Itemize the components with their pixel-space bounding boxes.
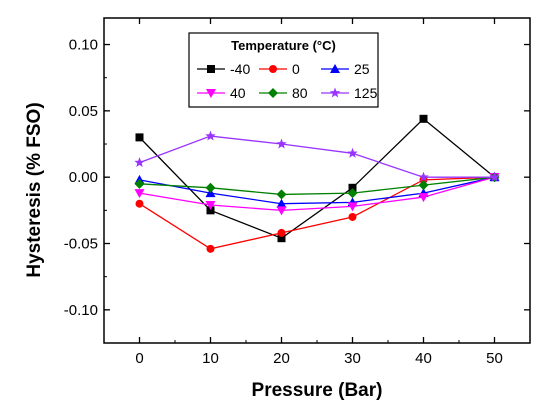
series-line xyxy=(139,117,495,239)
data-point xyxy=(205,130,216,141)
x-tick-label: 10 xyxy=(202,350,219,367)
legend-entry-25: 25 xyxy=(321,61,370,77)
series-40 xyxy=(134,173,500,216)
data-point xyxy=(206,244,215,253)
legend-label: 0 xyxy=(292,61,300,77)
y-tick-label: 0.10 xyxy=(69,37,98,54)
legend-swatch-marker xyxy=(268,88,278,98)
data-point xyxy=(276,189,287,200)
legend-entry-0: 0 xyxy=(259,61,300,77)
legend-swatch-marker xyxy=(206,89,216,98)
legend-swatch-marker xyxy=(207,65,215,73)
x-tick-label: 30 xyxy=(344,350,361,367)
data-point xyxy=(135,199,144,208)
data-point xyxy=(206,206,215,215)
data-point xyxy=(418,193,429,203)
data-point xyxy=(134,178,145,189)
data-point xyxy=(205,201,216,211)
axes: 0 10 20 30 40 50 -0.10 -0.05 0.00 0.05 0.10 xyxy=(64,17,531,367)
data-point xyxy=(347,188,358,199)
legend-label: 40 xyxy=(230,85,246,101)
x-tick-label: 40 xyxy=(415,350,432,367)
legend-entry-125: 125 xyxy=(321,85,378,101)
data-point xyxy=(419,114,428,123)
data-point xyxy=(134,189,145,199)
data-point xyxy=(347,147,358,158)
data-point xyxy=(205,182,216,193)
series-125 xyxy=(134,130,500,182)
legend-label: 125 xyxy=(354,85,378,101)
series-line xyxy=(139,176,495,212)
y-tick-label: -0.10 xyxy=(64,302,98,319)
series-line xyxy=(139,176,495,205)
legend-title: Temperature (°C) xyxy=(231,38,336,53)
legend-entry-40: 40 xyxy=(197,85,246,101)
legend-label: 25 xyxy=(354,61,370,77)
x-tick-label: 20 xyxy=(273,350,290,367)
legend-swatch-marker xyxy=(269,65,277,73)
legend-swatch-marker xyxy=(329,87,341,98)
x-tick-label: 50 xyxy=(486,350,503,367)
y-tick-label: -0.05 xyxy=(64,236,98,253)
data-point xyxy=(489,171,500,182)
legend-box xyxy=(188,32,379,108)
data-point xyxy=(134,157,145,168)
data-point xyxy=(276,198,287,208)
plot-area xyxy=(134,114,500,253)
data-point xyxy=(347,202,358,212)
data-point xyxy=(277,234,286,243)
data-point xyxy=(418,180,429,191)
y-axis-title: Hysteresis (% FSO) xyxy=(24,102,45,277)
data-point xyxy=(276,138,287,149)
x-tick-label: 0 xyxy=(135,350,143,367)
legend-entry-80: 80 xyxy=(259,85,308,101)
legend-entry--40: -40 xyxy=(197,61,250,77)
series-80 xyxy=(134,172,500,200)
legend-label: -40 xyxy=(230,61,250,77)
series-line xyxy=(139,135,495,178)
data-point xyxy=(277,228,286,237)
data-point xyxy=(348,183,357,192)
series-line xyxy=(139,176,495,196)
y-tick-label: 0.00 xyxy=(69,169,98,186)
legend-swatch-marker xyxy=(330,64,340,73)
y-tick-label: 0.05 xyxy=(69,103,98,120)
x-axis-title: Pressure (Bar) xyxy=(252,380,383,401)
legend: Temperature (°C) -40 0 25 40 80 125 xyxy=(188,32,379,108)
data-point xyxy=(135,133,144,142)
data-point xyxy=(276,206,287,216)
series-line xyxy=(139,176,495,250)
data-point xyxy=(418,171,429,182)
legend-label: 80 xyxy=(292,85,308,101)
data-point xyxy=(348,212,357,221)
